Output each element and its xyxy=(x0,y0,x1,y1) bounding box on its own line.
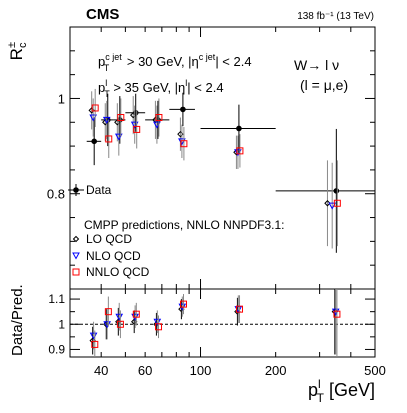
y-axis-R: R xyxy=(7,48,26,60)
y-axis-title-top: R±c xyxy=(6,42,29,60)
legend-lo-label: LO QCD xyxy=(86,232,132,246)
legend-header: CMPP predictions, NNLO NNPDF3.1: xyxy=(84,218,285,232)
x-axis-sup: l xyxy=(318,377,321,391)
ratio-y-tick-label: 1.1 xyxy=(48,292,65,306)
ratio-panel-frame xyxy=(69,288,376,358)
ratio-axis-label: Data/Pred. xyxy=(9,284,26,356)
chart-marks: 40 60 100 200 500 0.8 1 0.9 1 1.1 xyxy=(47,26,386,378)
nnlo-point xyxy=(180,140,188,148)
ratio-nnlo-point xyxy=(104,308,112,316)
legend: Data CMPP predictions, NNLO NNPDF3.1: LO… xyxy=(68,183,285,279)
legend-nnlo-label: NNLO QCD xyxy=(86,265,150,279)
legend-nnlo-entry: NNLO QCD xyxy=(72,265,150,279)
data-point xyxy=(333,188,340,194)
data-point xyxy=(180,106,186,113)
nnlo-point xyxy=(91,104,99,112)
ratio-nnlo-point xyxy=(333,310,341,318)
ratio-nnlo-point xyxy=(155,323,163,331)
legend-lo-entry: LO QCD xyxy=(72,232,132,246)
legend-data-entry: Data xyxy=(68,183,112,197)
nnlo-point xyxy=(133,125,141,133)
y-tick-label: 0.8 xyxy=(47,187,65,202)
x-axis-p: p xyxy=(308,380,318,400)
nlo-point xyxy=(234,149,242,157)
nlo-point xyxy=(89,114,98,122)
data-point xyxy=(91,138,97,145)
experiment-label: CMS xyxy=(86,6,119,23)
jet-cut-label: pc jet T > 30 GeV, |ηc jet| < 2.4 xyxy=(98,52,252,73)
svg-text:R±c: R±c xyxy=(6,42,29,60)
nlo-point xyxy=(328,202,337,210)
x-tick-label: 200 xyxy=(265,363,287,378)
legend-nlo-label: NLO QCD xyxy=(86,249,141,263)
x-axis-title: pl T [GeV] xyxy=(308,377,375,405)
y-axis-title-bottom: Data/Pred. xyxy=(9,284,26,356)
data-point xyxy=(236,125,242,132)
y-axis-R-sup: ± xyxy=(6,42,18,48)
ratio-y-tick-label: 0.9 xyxy=(48,342,65,356)
ratio-nnlo-point xyxy=(132,310,140,318)
legend-nlo-marker xyxy=(72,252,80,260)
legend-nlo-entry: NLO QCD xyxy=(72,249,141,263)
ratio-nnlo-point xyxy=(236,305,244,313)
process-label: W→ l ν xyxy=(294,57,339,73)
lo-point xyxy=(324,200,331,207)
x-axis-units: [GeV] xyxy=(324,380,375,400)
nnlo-point xyxy=(105,135,113,143)
nlo-point xyxy=(114,133,123,141)
x-axis-sub: T xyxy=(317,391,325,405)
legend-lo-marker xyxy=(72,235,80,243)
ratio-nnlo-point xyxy=(116,320,124,328)
legend-data-label: Data xyxy=(86,183,112,197)
ratio-y-tick-label: 1 xyxy=(58,317,65,331)
nnlo-point xyxy=(236,147,244,155)
legend-nnlo-marker xyxy=(72,268,80,276)
nlo-point xyxy=(153,121,161,129)
nnlo-point xyxy=(155,114,163,122)
x-tick-label: 100 xyxy=(190,363,212,378)
ratio-nnlo-point xyxy=(180,300,188,308)
y-tick-label: 1 xyxy=(58,91,65,106)
lepton-cut-label: pl T > 35 GeV, |ηl| < 2.4 xyxy=(98,78,224,99)
nlo-point xyxy=(178,138,186,146)
lepton-flavour-label: (l = μ,e) xyxy=(300,77,348,93)
y-axis-R-sub: c xyxy=(17,42,29,48)
x-tick-label: 500 xyxy=(364,363,386,378)
x-tick-label: 60 xyxy=(138,363,152,378)
nnlo-point xyxy=(333,199,341,207)
legend-data-marker xyxy=(73,187,79,193)
x-tick-label: 40 xyxy=(94,363,108,378)
lumi-label: 138 fb⁻¹ (13 TeV) xyxy=(297,11,374,22)
nnlo-point xyxy=(117,114,125,122)
ratio-nnlo-point xyxy=(91,340,99,348)
